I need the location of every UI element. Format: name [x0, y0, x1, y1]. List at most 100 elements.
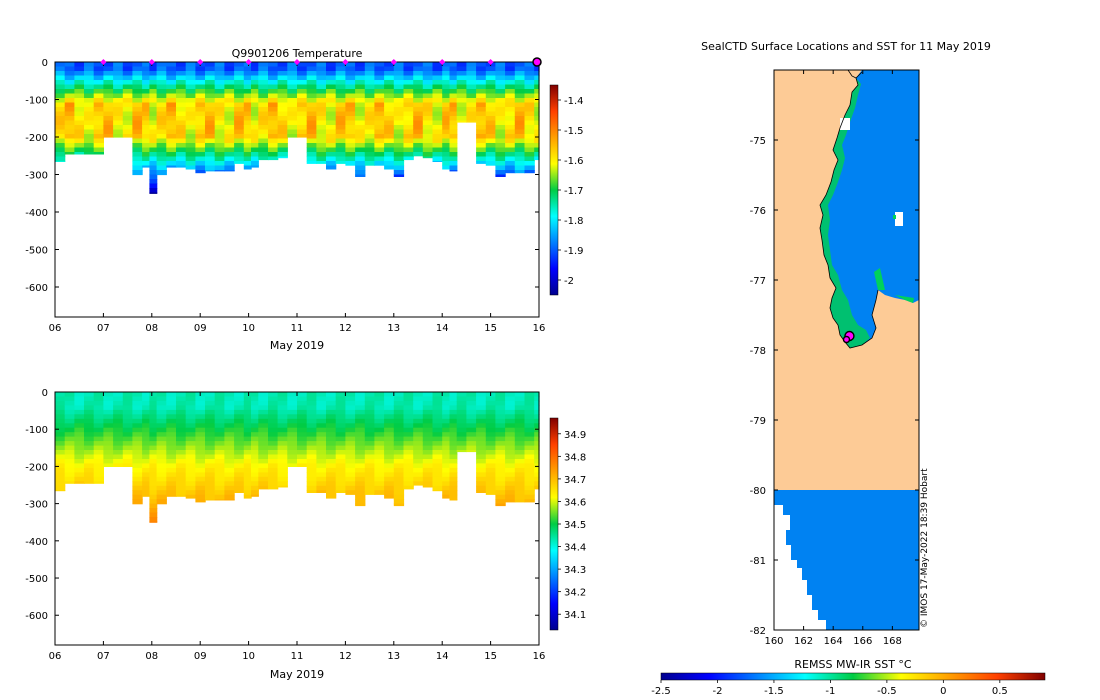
salinity-cell — [345, 396, 356, 402]
salinity-cell — [55, 450, 66, 456]
salinity-cell — [166, 441, 177, 447]
salinity-cell — [64, 450, 75, 456]
salinity-cell — [364, 463, 376, 469]
salinity-cell — [287, 432, 298, 438]
temperature-cell — [277, 89, 288, 95]
temperature-x-tick-label: 12 — [339, 323, 352, 334]
salinity-cell — [234, 409, 245, 415]
salinity-cell — [422, 427, 434, 433]
salinity-cell — [149, 400, 158, 406]
salinity-cell — [355, 396, 366, 402]
salinity-cell — [306, 476, 317, 482]
temperature-cell — [176, 71, 187, 77]
salinity-cell — [205, 476, 216, 482]
temperature-cell — [205, 89, 216, 95]
salinity-cell — [326, 481, 337, 487]
temperature-cell — [214, 120, 225, 126]
salinity-cell — [243, 400, 252, 406]
temperature-cell — [345, 161, 356, 166]
temperature-cell — [374, 152, 385, 158]
temperature-cell — [374, 93, 385, 99]
salinity-cell — [176, 463, 187, 469]
salinity-cell — [195, 499, 206, 503]
temperature-cell — [495, 174, 506, 177]
salinity-cell — [432, 392, 443, 398]
temperature-cell — [306, 89, 317, 95]
temperature-cell — [326, 66, 337, 72]
temperature-cell — [355, 143, 366, 149]
temperature-cell — [103, 129, 114, 135]
temperature-cell — [432, 89, 443, 95]
temperature-cell — [476, 138, 487, 144]
temperature-cell — [64, 134, 75, 140]
temperature-cell — [384, 62, 395, 68]
temperature-cell — [403, 66, 414, 72]
temperature-cell — [268, 66, 279, 72]
salinity-cell — [413, 396, 424, 402]
temperature-cell — [476, 75, 487, 81]
temperature-cell — [393, 62, 405, 68]
salinity-colorbar-ticks: 34.934.834.734.634.534.434.334.234.1 — [558, 430, 586, 621]
salinity-cell — [103, 405, 114, 411]
salinity-cell — [113, 463, 124, 467]
salinity-cell — [413, 400, 424, 406]
salinity-cell — [403, 463, 414, 469]
salinity-cell — [195, 400, 206, 406]
temperature-cell — [166, 125, 177, 131]
temperature-cell — [195, 138, 206, 144]
temperature-cell — [166, 71, 177, 77]
salinity-cell — [476, 490, 487, 493]
temperature-cell — [306, 156, 317, 162]
temperature-cell — [93, 66, 104, 72]
salinity-cell — [195, 396, 206, 402]
salinity-cell — [335, 485, 346, 491]
temperature-cell — [345, 80, 356, 86]
temperature-cell — [122, 93, 134, 99]
salinity-cell — [449, 459, 458, 465]
salinity-cell — [74, 432, 85, 438]
temperature-cell — [505, 75, 516, 81]
temperature-cell — [466, 102, 477, 108]
temperature-cell — [306, 129, 317, 135]
salinity-cell — [234, 454, 245, 460]
temperature-cell — [442, 80, 451, 86]
salinity-cell — [132, 432, 143, 438]
salinity-cell — [142, 432, 150, 438]
salinity-cell — [456, 396, 467, 402]
salinity-cell — [364, 445, 376, 451]
temperature-cell — [287, 98, 298, 104]
salinity-cell — [442, 467, 451, 473]
salinity-cell — [103, 409, 114, 415]
temperature-cell — [55, 75, 66, 81]
salinity-cell — [505, 476, 516, 482]
temperature-cell — [422, 143, 434, 149]
salinity-panel: 0-100-200-300-400-500-600 06 07 08 09 10 11 12… — [25, 388, 586, 681]
salinity-cell — [224, 467, 235, 473]
salinity-cell — [287, 409, 298, 415]
salinity-cell — [485, 476, 497, 482]
temperature-cell — [224, 107, 235, 113]
salinity-cell — [432, 423, 443, 429]
salinity-cell — [195, 467, 206, 473]
temperature-cell — [132, 102, 143, 108]
temperature-cell — [393, 111, 405, 117]
salinity-cell — [156, 423, 167, 429]
salinity-cell — [234, 467, 245, 473]
temperature-cell — [93, 102, 104, 108]
salinity-cell — [185, 481, 196, 487]
salinity-cell — [505, 405, 516, 411]
temperature-cell — [268, 116, 279, 122]
temperature-cell — [132, 165, 143, 171]
temperature-cell — [326, 129, 337, 135]
salinity-cell — [268, 445, 279, 451]
temperature-cell — [449, 147, 458, 153]
temperature-cell — [297, 93, 308, 99]
salinity-cell — [84, 472, 95, 478]
salinity-cell — [214, 459, 225, 465]
salinity-cell — [277, 392, 288, 398]
temperature-cell — [403, 89, 414, 95]
salinity-cell — [384, 476, 395, 482]
temperature-cell — [142, 143, 150, 149]
temperature-cell — [84, 129, 95, 135]
salinity-cell — [149, 414, 158, 420]
